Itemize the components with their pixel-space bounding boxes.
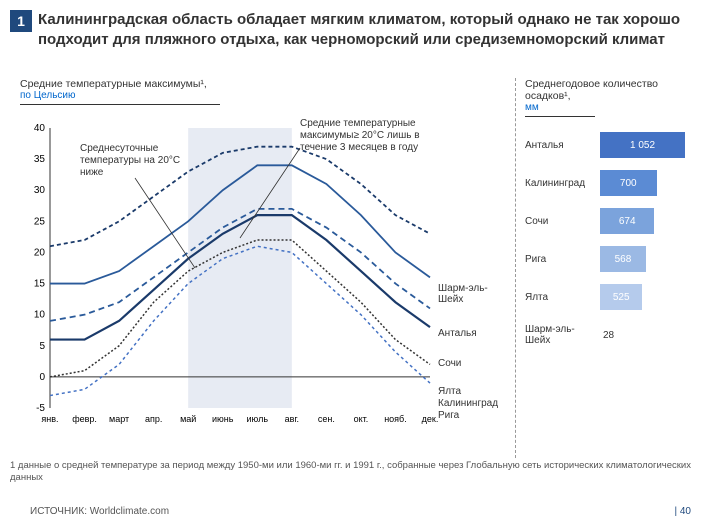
- svg-text:февр.: февр.: [72, 414, 97, 424]
- svg-text:40: 40: [34, 123, 46, 134]
- precip-bar: 525: [600, 284, 642, 310]
- precip-last-row: Шарм-эль-Шейх 28: [525, 322, 695, 348]
- precip-bar: 1 052: [600, 132, 685, 158]
- precipitation-panel: Среднегодовое количество осадков¹, мм Ан…: [525, 78, 695, 360]
- svg-text:окт.: окт.: [354, 414, 369, 424]
- precip-last-value: 28: [603, 330, 614, 341]
- precip-bar-label: Рига: [525, 254, 600, 265]
- footnote: 1 данные о средней температуре за период…: [10, 460, 696, 485]
- precip-bar-label: Калининград: [525, 178, 600, 189]
- precip-bar-label: Анталья: [525, 140, 600, 151]
- series-label: Шарм-эль-Шейх: [438, 283, 510, 305]
- svg-text:сен.: сен.: [318, 414, 335, 424]
- svg-text:янв.: янв.: [41, 414, 58, 424]
- chart-title-rule: [20, 104, 220, 105]
- series-label: Калининград: [438, 398, 498, 409]
- precip-last-label: Шарм-эль-Шейх: [525, 324, 600, 346]
- page-number-value: 40: [680, 506, 691, 517]
- precip-bar-row: Ялта525: [525, 284, 695, 310]
- series-label: Сочи: [438, 358, 461, 369]
- svg-text:5: 5: [39, 341, 45, 352]
- svg-text:25: 25: [34, 216, 46, 227]
- panel-divider: [515, 78, 516, 458]
- svg-text:20: 20: [34, 247, 46, 258]
- precip-bar-row: Калининград700: [525, 170, 695, 196]
- svg-text:10: 10: [34, 310, 46, 321]
- svg-text:май: май: [180, 414, 196, 424]
- series-label: Рига: [438, 410, 459, 421]
- precip-bar: 568: [600, 246, 646, 272]
- chart-title: Средние температурные максимумы¹,: [20, 78, 510, 90]
- precip-title-rule: [525, 116, 595, 117]
- page-title: Калининградская область обладает мягким …: [38, 10, 691, 49]
- svg-text:нояб.: нояб.: [384, 414, 407, 424]
- precip-bar-row: Сочи674: [525, 208, 695, 234]
- svg-text:35: 35: [34, 154, 46, 165]
- precip-bar-row: Рига568: [525, 246, 695, 272]
- chart-subtitle: по Цельсию: [20, 90, 510, 101]
- precip-bar: 674: [600, 208, 654, 234]
- svg-text:дек.: дек.: [422, 414, 439, 424]
- svg-text:авг.: авг.: [285, 414, 299, 424]
- temperature-chart: Средние температурные максимумы¹, по Цел…: [20, 78, 510, 458]
- section-number-badge: 1: [10, 10, 32, 32]
- svg-text:июль: июль: [247, 414, 269, 424]
- page-number: | 40: [674, 506, 691, 517]
- svg-text:март: март: [109, 414, 129, 424]
- annotation-20c-months: Средние температурные максимумы≥ 20°C ли…: [300, 118, 420, 154]
- svg-text:июнь: июнь: [212, 414, 234, 424]
- precip-bar-label: Ялта: [525, 292, 600, 303]
- svg-text:15: 15: [34, 279, 46, 290]
- precip-bar: 700: [600, 170, 657, 196]
- annotation-daily-temp: Среднесуточные температуры на 20°C ниже: [80, 143, 190, 179]
- svg-text:0: 0: [39, 372, 45, 383]
- series-label: Анталья: [438, 328, 477, 339]
- precip-title: Среднегодовое количество осадков¹,: [525, 78, 695, 102]
- svg-text:апр.: апр.: [145, 414, 162, 424]
- svg-text:30: 30: [34, 185, 46, 196]
- precip-bar-label: Сочи: [525, 216, 600, 227]
- svg-text:-5: -5: [36, 403, 45, 414]
- series-label: Ялта: [438, 386, 461, 397]
- precip-subtitle: мм: [525, 102, 695, 113]
- source-label: ИСТОЧНИК: Worldclimate.com: [30, 506, 169, 517]
- precip-bar-row: Анталья1 052: [525, 132, 695, 158]
